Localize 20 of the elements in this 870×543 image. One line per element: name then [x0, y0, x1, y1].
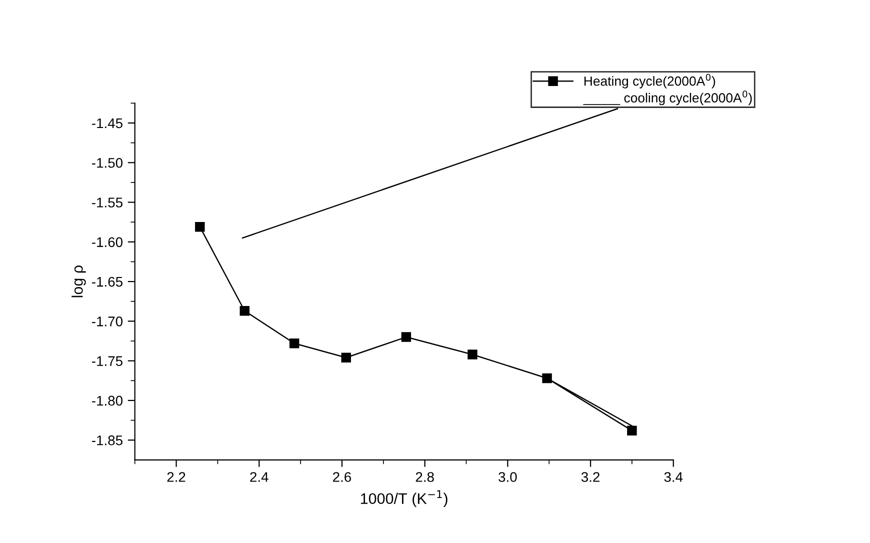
y-tick-label: -1.50	[92, 158, 123, 168]
x-tick-label: 3.0	[498, 472, 517, 482]
y-tick-label: -1.60	[92, 237, 123, 248]
y-tick-label: -1.70	[92, 316, 123, 326]
x-axis-title: 1000/T (K$^{−1}$)	[360, 490, 448, 508]
y-tick-label: -1.45	[92, 118, 122, 128]
x-tick-label: 2.2	[167, 472, 186, 482]
x-tick-label: 2.4	[250, 472, 268, 482]
x-tick-label: 3.2	[581, 472, 600, 482]
y-tick-label: -1.55	[92, 198, 122, 208]
y-tick-label: -1.65	[92, 276, 122, 287]
legend-label: Heating cycle(2000A$^{0}$)	[584, 74, 716, 88]
x-tick-label: 2.8	[416, 472, 434, 482]
y-tick-label: -1.80	[92, 396, 123, 406]
y-tick-label: -1.85	[92, 435, 122, 446]
x-tick-label: 3.4	[664, 472, 683, 482]
y-axis-title: log ρ	[72, 265, 86, 298]
y-tick-label: -1.75	[92, 356, 122, 366]
x-tick-label: 2.6	[333, 472, 352, 482]
series-label: _____ cooling cycle(2000A$^{0}$)	[583, 90, 752, 106]
